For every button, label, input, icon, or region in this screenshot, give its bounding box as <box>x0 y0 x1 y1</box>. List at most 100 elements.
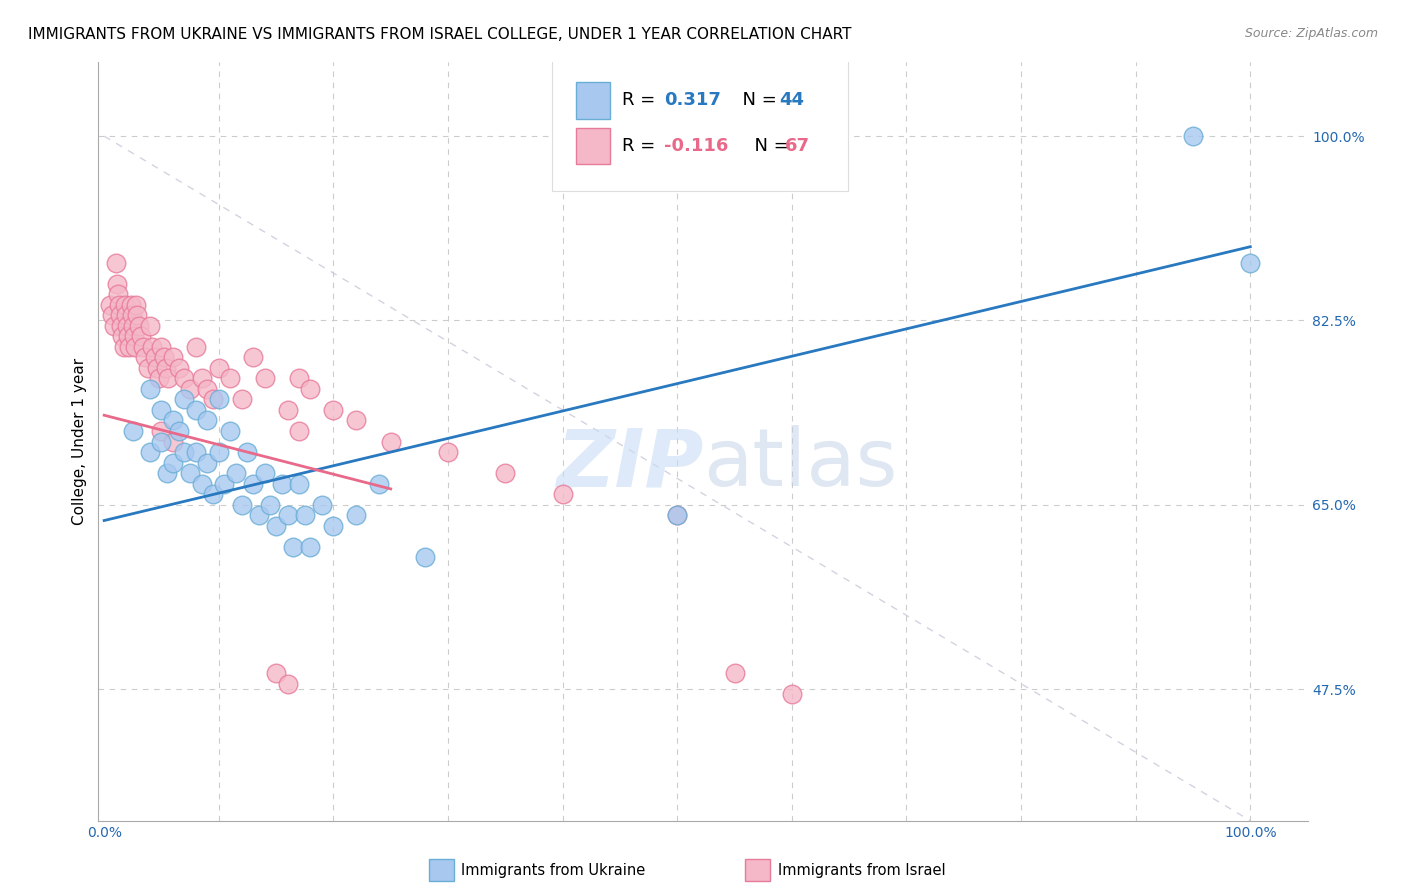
Point <box>219 371 242 385</box>
Point <box>294 508 316 523</box>
Point <box>103 318 125 333</box>
Point <box>264 518 287 533</box>
Point <box>253 371 276 385</box>
Point <box>288 371 311 385</box>
Point <box>190 371 212 385</box>
Point <box>162 413 184 427</box>
Point <box>208 360 231 375</box>
Point <box>152 351 174 365</box>
Point <box>723 666 745 681</box>
Point <box>150 434 173 449</box>
Point <box>129 329 152 343</box>
Point <box>121 318 143 333</box>
Point <box>122 329 145 343</box>
Point <box>368 476 391 491</box>
Point <box>114 298 136 312</box>
Text: Source: ZipAtlas.com: Source: ZipAtlas.com <box>1244 27 1378 40</box>
Point <box>322 403 344 417</box>
Point <box>322 518 344 533</box>
Point <box>139 445 162 459</box>
Point <box>242 351 264 365</box>
Point <box>105 277 128 291</box>
Point <box>551 487 574 501</box>
Point <box>125 298 148 312</box>
Point <box>162 456 184 470</box>
Point <box>214 476 236 491</box>
Point <box>179 466 201 480</box>
Point <box>1181 129 1204 144</box>
Point <box>112 340 135 354</box>
Text: ZIP: ZIP <box>555 425 703 503</box>
Point <box>780 687 803 701</box>
Point <box>115 318 138 333</box>
Point <box>108 298 131 312</box>
Point <box>146 360 169 375</box>
Text: R =: R = <box>621 136 661 155</box>
Point <box>162 434 184 449</box>
Text: 0.317: 0.317 <box>664 91 721 110</box>
Point <box>494 466 516 480</box>
Point <box>118 340 141 354</box>
Point <box>236 445 259 459</box>
Point <box>120 298 142 312</box>
Point <box>110 318 132 333</box>
FancyBboxPatch shape <box>551 59 848 191</box>
Point <box>167 424 190 438</box>
Point <box>242 476 264 491</box>
Point <box>277 403 299 417</box>
Point <box>202 487 225 501</box>
Point <box>184 403 207 417</box>
Point <box>344 508 367 523</box>
Text: N =: N = <box>742 136 794 155</box>
Text: Immigrants from Ukraine: Immigrants from Ukraine <box>461 863 645 878</box>
Text: atlas: atlas <box>703 425 897 503</box>
Point <box>150 403 173 417</box>
Point <box>155 360 177 375</box>
Point <box>195 456 218 470</box>
FancyBboxPatch shape <box>576 128 610 164</box>
Text: IMMIGRANTS FROM UKRAINE VS IMMIGRANTS FROM ISRAEL COLLEGE, UNDER 1 YEAR CORRELAT: IMMIGRANTS FROM UKRAINE VS IMMIGRANTS FR… <box>28 27 852 42</box>
Point <box>247 508 270 523</box>
Point <box>202 392 225 407</box>
Point <box>127 308 149 322</box>
Point <box>288 424 311 438</box>
Text: -0.116: -0.116 <box>664 136 728 155</box>
Point <box>219 424 242 438</box>
Point <box>179 382 201 396</box>
Point <box>413 550 436 565</box>
Point <box>184 340 207 354</box>
Text: N =: N = <box>731 91 782 110</box>
Text: 44: 44 <box>779 91 804 110</box>
FancyBboxPatch shape <box>576 82 610 119</box>
Text: R =: R = <box>621 91 661 110</box>
Point <box>128 318 150 333</box>
Point <box>150 340 173 354</box>
Point <box>115 308 138 322</box>
Point <box>253 466 276 480</box>
Point <box>225 466 247 480</box>
Point <box>231 498 253 512</box>
Point <box>132 340 155 354</box>
Point <box>437 445 460 459</box>
Point <box>162 351 184 365</box>
Point <box>124 340 146 354</box>
Point <box>148 371 170 385</box>
Point <box>259 498 281 512</box>
Point <box>344 413 367 427</box>
Point <box>173 445 195 459</box>
Point <box>98 298 121 312</box>
Point <box>208 445 231 459</box>
Point <box>277 677 299 691</box>
Point <box>121 308 143 322</box>
Point <box>231 392 253 407</box>
Point <box>111 329 134 343</box>
Point <box>666 508 689 523</box>
Point <box>139 382 162 396</box>
Point <box>299 382 322 396</box>
Point <box>288 476 311 491</box>
Point <box>208 392 231 407</box>
Point <box>311 498 333 512</box>
Point <box>157 371 180 385</box>
Point <box>1239 255 1261 269</box>
Point <box>277 508 299 523</box>
